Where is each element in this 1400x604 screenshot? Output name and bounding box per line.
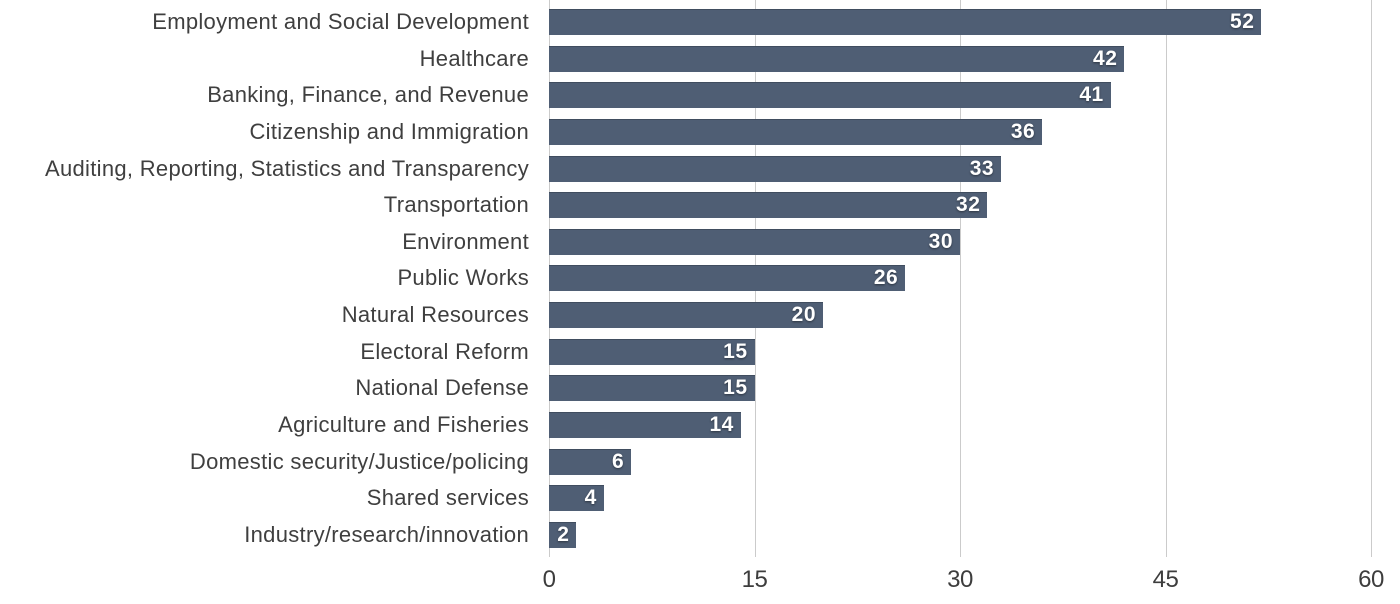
bar-value-label: 41 (1079, 83, 1104, 106)
x-tick-label: 0 (542, 566, 556, 593)
bar-value-label: 52 (1230, 10, 1255, 33)
bar: 14 (549, 412, 741, 438)
category-label: Natural Resources (341, 302, 529, 327)
bar: 42 (549, 46, 1125, 72)
bar-value-label: 36 (1010, 120, 1036, 143)
x-tick-label: 45 (1152, 566, 1179, 593)
bar-value-label: 42 (1093, 47, 1118, 70)
bar-value-label: 4 (584, 486, 597, 509)
bar: 32 (549, 192, 988, 218)
bar: 36 (549, 119, 1043, 145)
bar: 15 (549, 339, 755, 365)
bar: 2 (549, 522, 577, 548)
category-label: Auditing, Reporting, Statistics and Tran… (45, 156, 529, 181)
bar: 20 (549, 302, 823, 328)
category-label: Public Works (397, 265, 529, 290)
bar-value-label: 30 (928, 230, 953, 253)
category-label: Domestic security/Justice/policing (189, 449, 529, 474)
bar-value-label: 15 (723, 376, 748, 399)
category-label: Citizenship and Immigration (249, 119, 529, 144)
category-label: Environment (402, 229, 529, 254)
bar: 30 (549, 229, 960, 255)
plot-area: 52 42 41 36 33 32 30 26 20 15 15 14 6 4 2 (549, 0, 1372, 557)
bar: 4 (549, 485, 604, 511)
category-labels-column: Employment and Social Development Healthc… (0, 0, 529, 557)
bar: 52 (549, 9, 1262, 35)
category-label: Electoral Reform (360, 339, 529, 364)
category-label: National Defense (355, 375, 529, 400)
x-tick-label: 15 (741, 566, 768, 593)
category-label: Healthcare (419, 46, 529, 71)
bar-value-label: 26 (873, 266, 899, 289)
gridline (1371, 0, 1372, 557)
bar: 26 (549, 265, 906, 291)
bar: 6 (549, 449, 632, 475)
category-label: Shared services (366, 485, 529, 510)
bar-value-label: 14 (709, 413, 734, 436)
bar: 41 (549, 82, 1111, 108)
bar-value-label: 32 (956, 193, 981, 216)
bar: 15 (549, 375, 755, 401)
bar-value-label: 15 (723, 340, 748, 363)
gridline (1165, 0, 1167, 557)
gridline (960, 0, 961, 557)
bar-value-label: 33 (969, 157, 995, 180)
x-tick-label: 60 (1358, 566, 1384, 593)
bar-value-label: 20 (791, 303, 816, 326)
category-label: Industry/research/innovation (244, 522, 529, 547)
bar: 33 (549, 156, 1002, 182)
category-label: Transportation (383, 192, 529, 217)
x-tick-label: 30 (947, 566, 973, 593)
bar-value-label: 2 (557, 523, 570, 546)
category-label: Employment and Social Development (152, 9, 529, 34)
category-label: Banking, Finance, and Revenue (207, 82, 529, 107)
category-label: Agriculture and Fisheries (278, 412, 529, 437)
bar-value-label: 6 (612, 450, 625, 473)
